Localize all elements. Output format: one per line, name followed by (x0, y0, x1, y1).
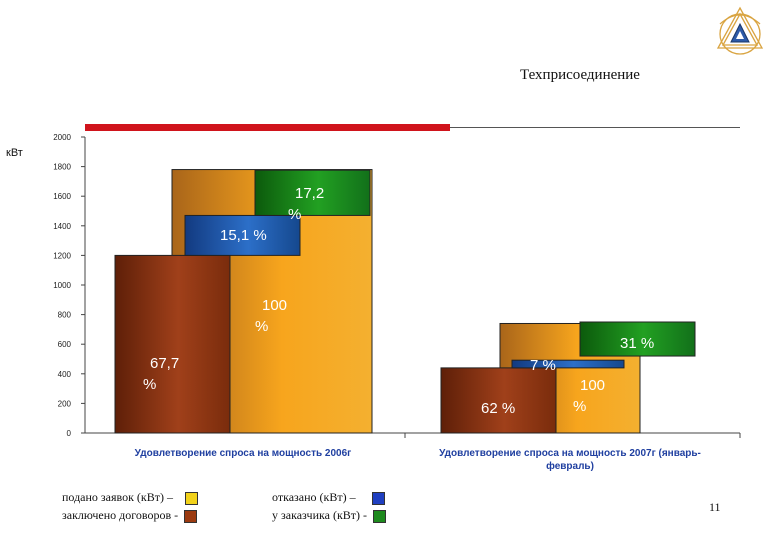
y-tick-label: 2000 (53, 133, 71, 142)
accent-bar (85, 124, 450, 131)
data-label: 100 (262, 297, 287, 314)
bar-contracts (114, 254, 231, 434)
category-label: Удовлетворение спроса на мощность 2007г … (439, 448, 701, 459)
y-tick-label: 400 (58, 370, 72, 379)
legend-swatch-refused (371, 491, 385, 505)
data-label: 67,7 (150, 355, 179, 372)
bar-at-customer (579, 321, 696, 357)
category-label: Удовлетворение спроса на мощность 2006г (135, 448, 352, 459)
legend-label: у заказчика (кВт) - (272, 508, 368, 522)
data-label: 100 (580, 377, 605, 394)
category-label: февраль) (546, 460, 594, 472)
legend-swatch-applications (185, 491, 198, 505)
y-tick-label: 600 (58, 340, 72, 349)
y-tick-label: 1400 (53, 222, 71, 231)
y-tick-label: 200 (58, 399, 72, 408)
data-label: 7 % (530, 357, 556, 374)
bar-refused (184, 214, 301, 256)
y-tick-label: 1000 (53, 281, 71, 290)
y-tick-label: 1600 (53, 192, 71, 201)
bar-refused (511, 359, 625, 369)
data-label: 62 % (481, 400, 515, 417)
legend-swatch-at-customer (373, 509, 387, 523)
bar-contracts (440, 367, 557, 434)
legend-swatch-contracts (184, 509, 198, 523)
data-label: 15,1 % (220, 227, 267, 244)
legend-label: заключено договоров - (62, 508, 179, 522)
y-tick-label: 1800 (53, 163, 71, 172)
legend-item-refused: отказано (кВт) – (272, 490, 385, 505)
legend-item-contracts: заключено договоров - (62, 508, 198, 523)
data-label: % (143, 376, 156, 393)
triangle-logo-icon (716, 6, 764, 55)
y-tick-label: 0 (67, 429, 72, 438)
legend-item-applications: подано заявок (кВт) – (62, 490, 198, 505)
legend-label: подано заявок (кВт) – (62, 490, 173, 504)
data-label: 17,2 (295, 185, 324, 202)
bar-at-customer (254, 169, 371, 216)
data-label: % (573, 398, 586, 415)
legend-item-at-customer: у заказчика (кВт) - (272, 508, 387, 523)
y-axis-label: кВт (6, 147, 23, 159)
page-number: 11 (709, 500, 721, 514)
data-label: % (288, 206, 301, 223)
data-label: % (255, 318, 268, 335)
legend-label: отказано (кВт) – (272, 490, 356, 504)
y-tick-label: 1200 (53, 251, 71, 260)
data-label: 31 % (620, 335, 654, 352)
page-title: Техприсоединение (520, 67, 640, 83)
y-tick-label: 800 (58, 311, 72, 320)
